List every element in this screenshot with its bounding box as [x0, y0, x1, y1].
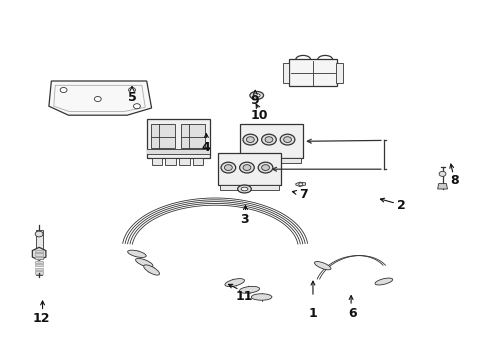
Bar	[220, 185, 278, 190]
Bar	[35, 261, 43, 263]
Circle shape	[261, 134, 276, 145]
Bar	[336, 63, 343, 83]
Bar	[242, 158, 300, 163]
Ellipse shape	[239, 286, 259, 293]
Circle shape	[283, 137, 291, 143]
Circle shape	[94, 96, 101, 102]
Ellipse shape	[249, 91, 263, 99]
Bar	[282, 63, 289, 83]
Bar	[288, 59, 337, 86]
Circle shape	[35, 231, 43, 237]
Polygon shape	[54, 85, 145, 112]
Circle shape	[239, 162, 254, 173]
Text: 3: 3	[240, 213, 248, 226]
Bar	[35, 264, 43, 266]
Bar	[165, 158, 176, 165]
Bar	[192, 158, 203, 165]
Bar	[239, 124, 303, 158]
Bar	[151, 158, 162, 165]
Circle shape	[246, 137, 254, 143]
Circle shape	[128, 87, 135, 93]
Bar	[36, 230, 43, 259]
Ellipse shape	[127, 250, 146, 257]
Text: 4: 4	[201, 141, 209, 154]
Circle shape	[264, 137, 272, 143]
Ellipse shape	[253, 94, 260, 97]
Circle shape	[133, 104, 140, 109]
Text: 8: 8	[449, 174, 458, 186]
Ellipse shape	[224, 279, 244, 287]
Circle shape	[438, 171, 445, 176]
Circle shape	[224, 165, 232, 171]
Bar	[146, 149, 210, 154]
Circle shape	[261, 165, 269, 171]
Circle shape	[243, 134, 257, 145]
Bar	[217, 153, 281, 185]
Circle shape	[298, 183, 302, 186]
Bar	[35, 268, 43, 270]
Polygon shape	[32, 247, 46, 260]
Polygon shape	[295, 182, 305, 186]
Bar	[150, 124, 175, 148]
Bar	[179, 158, 189, 165]
Ellipse shape	[314, 261, 330, 270]
Ellipse shape	[237, 185, 251, 193]
Text: 7: 7	[298, 188, 307, 201]
Circle shape	[280, 134, 294, 145]
Bar	[181, 124, 205, 148]
Polygon shape	[49, 81, 151, 115]
Text: 10: 10	[250, 109, 267, 122]
Polygon shape	[437, 184, 447, 189]
Text: 6: 6	[347, 307, 356, 320]
Ellipse shape	[251, 294, 271, 300]
Bar	[35, 257, 43, 259]
Bar	[35, 250, 43, 252]
Ellipse shape	[241, 187, 247, 191]
Ellipse shape	[143, 265, 159, 275]
Bar	[35, 253, 43, 256]
Text: 12: 12	[33, 312, 50, 325]
Bar	[146, 119, 210, 158]
Text: 2: 2	[396, 199, 405, 212]
Circle shape	[258, 162, 272, 173]
Ellipse shape	[135, 258, 153, 267]
Text: 1: 1	[308, 307, 317, 320]
Text: 11: 11	[235, 291, 253, 303]
Circle shape	[221, 162, 235, 173]
Bar	[35, 271, 43, 274]
Circle shape	[243, 165, 250, 171]
Ellipse shape	[374, 278, 392, 285]
Circle shape	[60, 87, 67, 93]
Text: 5: 5	[127, 91, 136, 104]
Text: 9: 9	[249, 94, 258, 107]
